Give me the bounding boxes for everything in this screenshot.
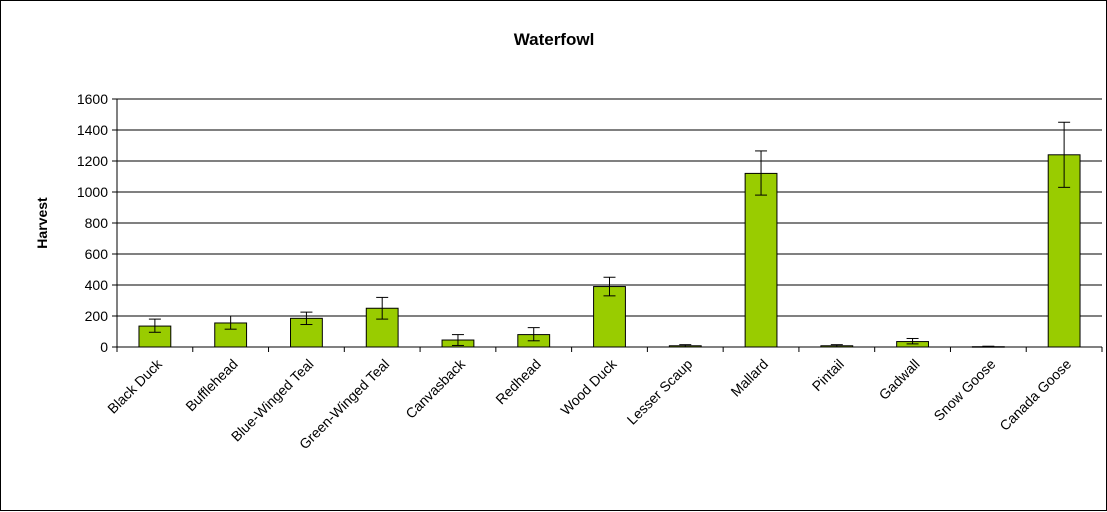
x-category-label: Gadwall	[876, 356, 923, 403]
y-tick-label: 400	[85, 277, 109, 293]
y-tick-label: 600	[85, 246, 109, 262]
y-tick-label: 1600	[77, 91, 108, 107]
chart-title: Waterfowl	[514, 30, 595, 49]
y-tick-label: 800	[85, 215, 109, 231]
y-axis-label: Harvest	[34, 197, 50, 249]
x-category-label: Canvasback	[402, 355, 468, 421]
x-category-label: Bufflehead	[182, 356, 240, 414]
x-category-label: Pintail	[809, 356, 847, 394]
bars-group	[138, 154, 1081, 348]
x-category-label: Mallard	[727, 356, 771, 400]
y-tick-label: 0	[100, 339, 108, 355]
x-category-label: Black Duck	[104, 355, 166, 417]
error-bars-group	[148, 121, 1071, 348]
y-ticks-group: 0 200 400 600 800 1000 1200 1400 1600	[77, 91, 117, 355]
y-tick-label: 1000	[77, 184, 108, 200]
bar	[744, 172, 778, 348]
x-category-label: Lesser Scaup	[624, 356, 696, 428]
y-tick-label: 1400	[77, 122, 108, 138]
gridlines	[117, 98, 1102, 317]
y-tick-label: 200	[85, 308, 109, 324]
bar	[593, 286, 626, 348]
x-category-label: Redhead	[492, 356, 543, 407]
y-tick-label: 1200	[77, 153, 108, 169]
x-category-label: Canada Goose	[996, 356, 1074, 434]
x-category-label: Wood Duck	[557, 355, 620, 418]
x-category-label: Snow Goose	[930, 356, 998, 424]
x-category-label: Blue-Winged Teal	[228, 356, 317, 445]
